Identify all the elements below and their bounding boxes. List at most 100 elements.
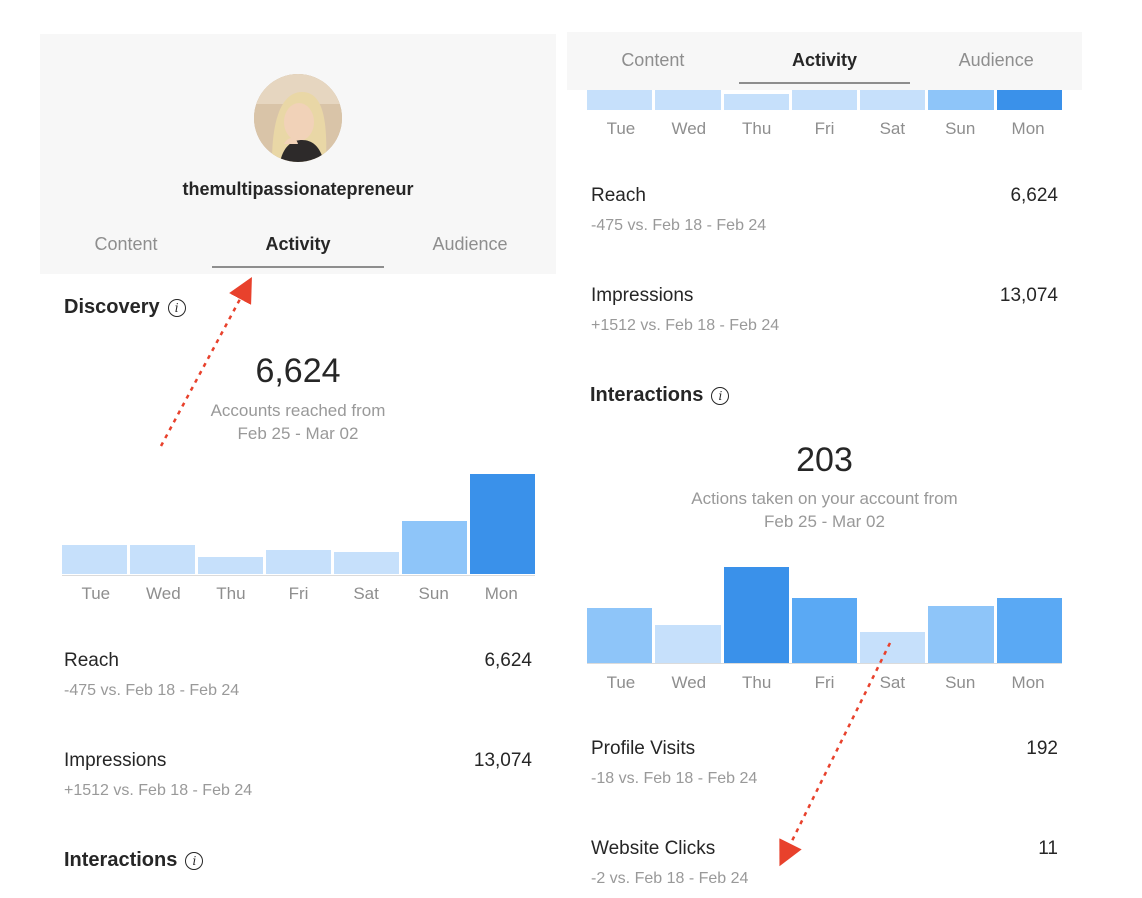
tab-content[interactable]: Content — [621, 50, 685, 70]
impressions-metric-row[interactable]: Impressions 13,074 +1512 vs. Feb 18 - Fe… — [64, 750, 532, 810]
day-label: Mon — [1011, 673, 1045, 692]
bar-sat — [860, 632, 926, 663]
bar-tue — [62, 545, 127, 574]
bar-sat — [860, 90, 926, 110]
tab-audience[interactable]: Audience — [432, 234, 508, 254]
metric-value: 11 — [1038, 838, 1058, 859]
day-label: Sun — [418, 584, 449, 603]
day-label: Fri — [814, 673, 835, 692]
caption-line-1: Actions taken on your account from — [691, 489, 958, 508]
bar-thu — [723, 567, 789, 663]
bar-sun — [928, 90, 994, 110]
day-label: Sat — [879, 119, 906, 138]
day-label: Wed — [146, 584, 181, 603]
info-icon[interactable]: i — [185, 851, 204, 870]
metric-comparison: -2 vs. Feb 18 - Feb 24 — [591, 870, 749, 887]
bar-thu — [723, 93, 789, 110]
metric-label: Impressions — [591, 285, 694, 306]
discovery-bar-chart-partial — [587, 90, 1062, 110]
profile-username: themultipassionatepreneur — [182, 179, 414, 199]
day-label: Sat — [879, 673, 906, 692]
day-label: Mon — [484, 584, 518, 603]
reach-metric-row[interactable]: Reach 6,624 -475 vs. Feb 18 - Feb 24 — [64, 650, 532, 710]
day-label: Tue — [606, 119, 636, 138]
interactions-section-title: Interactions i — [64, 849, 204, 872]
profile-header: themultipassionatepreneur Content Activi… — [40, 34, 556, 274]
metric-value: 13,074 — [999, 285, 1058, 306]
metric-comparison: -475 vs. Feb 18 - Feb 24 — [64, 682, 240, 699]
interactions-day-labels: Tue Wed Thu Fri Sat Sun Mon — [587, 673, 1062, 693]
day-label: Tue — [606, 673, 636, 692]
impressions-metric-row[interactable]: Impressions 13,074 +1512 vs. Feb 18 - Fe… — [591, 285, 1058, 345]
metric-comparison: -475 vs. Feb 18 - Feb 24 — [591, 217, 767, 234]
caption-line-2: Feb 25 - Mar 02 — [764, 512, 885, 531]
interactions-bar-chart — [587, 567, 1062, 663]
chart-baseline — [62, 575, 535, 576]
interactions-title-text: Interactions — [590, 384, 704, 406]
accounts-reached-caption: Accounts reached from Feb 25 - Mar 02 — [40, 399, 556, 445]
profile-visits-metric-row[interactable]: Profile Visits 192 -18 vs. Feb 18 - Feb … — [591, 738, 1058, 798]
chart-baseline — [587, 663, 1062, 664]
tab-activity[interactable]: Activity — [212, 222, 384, 268]
bar-mon — [996, 90, 1062, 110]
metric-value: 6,624 — [484, 650, 532, 671]
day-label: Tue — [81, 584, 111, 603]
caption-line-2: Feb 25 - Mar 02 — [237, 424, 359, 443]
bar-sun — [928, 606, 994, 663]
bar-fri — [791, 597, 858, 663]
discovery-day-labels: Tue Wed Thu Fri Sat Sun Mon — [62, 584, 535, 604]
bar-mon — [996, 597, 1062, 663]
metric-label: Reach — [64, 650, 119, 671]
metric-comparison: -18 vs. Feb 18 - Feb 24 — [591, 770, 758, 787]
day-label: Wed — [671, 119, 707, 138]
info-icon[interactable]: i — [711, 386, 730, 405]
day-label: Sun — [945, 673, 976, 692]
website-clicks-metric-row[interactable]: Website Clicks 11 -2 vs. Feb 18 - Feb 24 — [591, 838, 1058, 898]
metric-label: Impressions — [64, 750, 167, 771]
info-icon[interactable]: i — [167, 298, 186, 317]
discovery-section-title: Discovery i — [64, 296, 186, 319]
bar-wed — [655, 90, 721, 110]
accounts-reached-value: 6,624 — [255, 352, 341, 390]
discovery-title-text: Discovery — [64, 296, 160, 318]
interactions-section-title: Interactions i — [590, 384, 730, 407]
reach-metric-row[interactable]: Reach 6,624 -475 vs. Feb 18 - Feb 24 — [591, 185, 1058, 245]
left-insights-panel: themultipassionatepreneur Content Activi… — [40, 0, 556, 896]
bar-wed — [655, 624, 721, 663]
bar-fri — [791, 90, 858, 110]
tab-bar-background — [567, 32, 1082, 90]
discovery-day-labels: Tue Wed Thu Fri Sat Sun Mon — [587, 119, 1062, 139]
tab-audience[interactable]: Audience — [958, 50, 1034, 70]
bar-fri — [266, 550, 331, 574]
day-label: Thu — [742, 673, 772, 692]
day-label: Sat — [353, 584, 379, 603]
bar-tue — [587, 90, 653, 110]
day-label: Sun — [945, 119, 976, 138]
discovery-bar-chart — [62, 474, 535, 574]
metric-comparison: +1512 vs. Feb 18 - Feb 24 — [591, 317, 780, 334]
profile-avatar[interactable] — [254, 74, 342, 162]
metric-value: 6,624 — [1010, 185, 1058, 206]
bar-sun — [402, 521, 467, 574]
metric-value: 13,074 — [473, 750, 532, 771]
day-label: Wed — [671, 673, 707, 692]
tab-content[interactable]: Content — [94, 234, 158, 254]
right-insights-panel: Content Activity Audience Tue Wed Thu Fr… — [567, 0, 1082, 896]
tab-activity[interactable]: Activity — [738, 38, 911, 84]
bar-tue — [587, 608, 653, 663]
bar-mon — [470, 474, 535, 574]
interactions-title-text: Interactions — [64, 849, 178, 871]
actions-taken-value: 203 — [796, 441, 853, 479]
day-label: Thu — [216, 584, 246, 603]
day-label: Fri — [814, 119, 835, 138]
actions-taken-caption: Actions taken on your account from Feb 2… — [567, 487, 1082, 533]
bar-wed — [130, 545, 195, 574]
metric-value: 192 — [1026, 738, 1058, 759]
bar-sat — [334, 552, 399, 574]
insights-tabs: Content Activity Audience — [567, 38, 1082, 84]
metric-label: Reach — [591, 185, 646, 206]
metric-label: Profile Visits — [591, 738, 696, 759]
metric-comparison: +1512 vs. Feb 18 - Feb 24 — [64, 782, 253, 799]
insights-tabs: Content Activity Audience — [40, 222, 556, 268]
bar-thu — [198, 557, 263, 574]
